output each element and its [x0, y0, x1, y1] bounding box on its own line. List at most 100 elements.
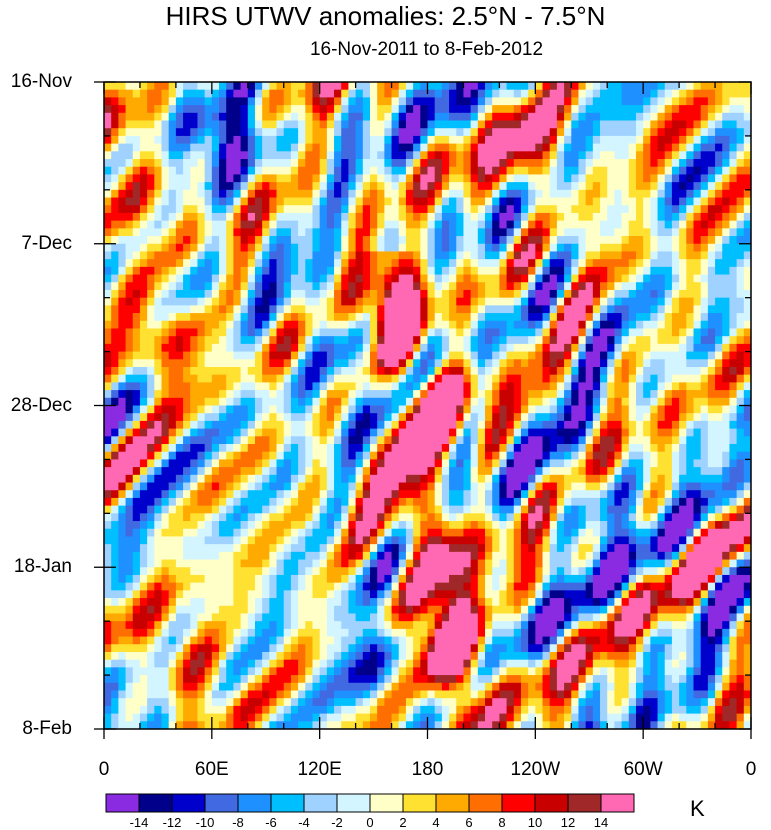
- field-cell: [377, 282, 385, 291]
- field-cell: [700, 336, 709, 345]
- field-cell: [635, 212, 644, 222]
- field-cell: [679, 366, 687, 376]
- field-cell: [154, 182, 163, 191]
- field-cell: [341, 228, 350, 237]
- field-cell: [477, 359, 486, 368]
- field-cell: [226, 490, 234, 499]
- field-cell: [233, 128, 242, 137]
- field-cell: [528, 459, 536, 468]
- field-cell: [535, 343, 544, 353]
- field-cell: [628, 112, 637, 122]
- field-cell: [312, 166, 321, 176]
- field-cell: [104, 112, 112, 122]
- field-cell: [607, 189, 616, 199]
- field-cell: [413, 105, 421, 114]
- field-cell: [485, 405, 493, 414]
- field-cell: [125, 182, 134, 191]
- field-cell: [549, 97, 558, 106]
- field-cell: [628, 420, 637, 430]
- field-cell: [183, 220, 191, 229]
- field-cell: [564, 182, 572, 191]
- field-cell: [254, 236, 263, 245]
- field-cell: [405, 374, 414, 383]
- field-cell: [520, 467, 529, 476]
- field-cell: [485, 205, 493, 214]
- field-cell: [729, 374, 738, 383]
- field-cell: [513, 366, 522, 376]
- field-cell: [154, 128, 163, 137]
- field-cell: [520, 228, 529, 237]
- field-cell: [585, 436, 594, 445]
- field-cell: [506, 289, 515, 299]
- field-cell: [441, 289, 450, 299]
- field-cell: [111, 289, 119, 299]
- field-cell: [254, 359, 263, 368]
- field-cell: [707, 351, 716, 360]
- field-cell: [715, 428, 723, 437]
- field-cell: [743, 89, 751, 98]
- field-cell: [715, 259, 723, 268]
- field-cell: [643, 413, 651, 422]
- field-cell: [427, 236, 436, 245]
- field-cell: [700, 420, 709, 430]
- field-cell: [542, 259, 551, 268]
- field-cell: [736, 89, 745, 98]
- field-cell: [118, 320, 127, 330]
- field-cell: [355, 120, 364, 129]
- field-cell: [499, 351, 508, 360]
- field-cell: [384, 397, 393, 407]
- field-cell: [233, 105, 242, 114]
- field-cell: [743, 328, 751, 337]
- field-cell: [154, 89, 163, 98]
- field-cell: [722, 451, 731, 461]
- field-cell: [556, 374, 565, 383]
- field-cell: [528, 274, 536, 283]
- field-cell: [276, 474, 285, 484]
- field-cell: [247, 89, 256, 98]
- field-cell: [564, 159, 572, 168]
- field-cell: [578, 236, 587, 245]
- field-cell: [391, 205, 400, 214]
- field-cell: [715, 366, 723, 376]
- field-cell: [679, 467, 687, 476]
- field-cell: [154, 490, 163, 499]
- field-cell: [104, 82, 112, 91]
- field-cell: [269, 351, 278, 360]
- field-cell: [549, 405, 558, 414]
- field-cell: [671, 497, 680, 507]
- field-cell: [434, 159, 443, 168]
- field-cell: [334, 459, 342, 468]
- field-cell: [355, 428, 364, 437]
- field-cell: [492, 497, 500, 507]
- field-cell: [104, 351, 112, 360]
- field-cell: [154, 243, 163, 253]
- field-cell: [463, 251, 472, 260]
- field-cell: [154, 82, 163, 91]
- field-cell: [434, 112, 443, 122]
- field-cell: [578, 266, 587, 276]
- field-cell: [118, 189, 127, 199]
- field-cell: [190, 405, 199, 414]
- field-cell: [276, 105, 285, 114]
- field-cell: [211, 105, 220, 114]
- field-cell: [441, 405, 450, 414]
- field-cell: [585, 497, 594, 507]
- field-cell: [499, 305, 508, 314]
- field-cell: [743, 228, 751, 237]
- field-cell: [276, 497, 285, 507]
- field-cell: [204, 451, 213, 461]
- field-cell: [391, 197, 400, 206]
- field-cell: [743, 82, 751, 91]
- field-cell: [405, 444, 414, 453]
- field-cell: [736, 351, 745, 360]
- field-cell: [384, 328, 393, 337]
- field-cell: [693, 274, 702, 283]
- field-cell: [197, 174, 206, 183]
- field-cell: [125, 474, 134, 484]
- field-cell: [477, 212, 486, 222]
- field-cell: [549, 413, 558, 422]
- field-cell: [369, 105, 378, 114]
- field-cell: [449, 336, 457, 345]
- field-cell: [161, 420, 170, 430]
- field-cell: [427, 405, 436, 414]
